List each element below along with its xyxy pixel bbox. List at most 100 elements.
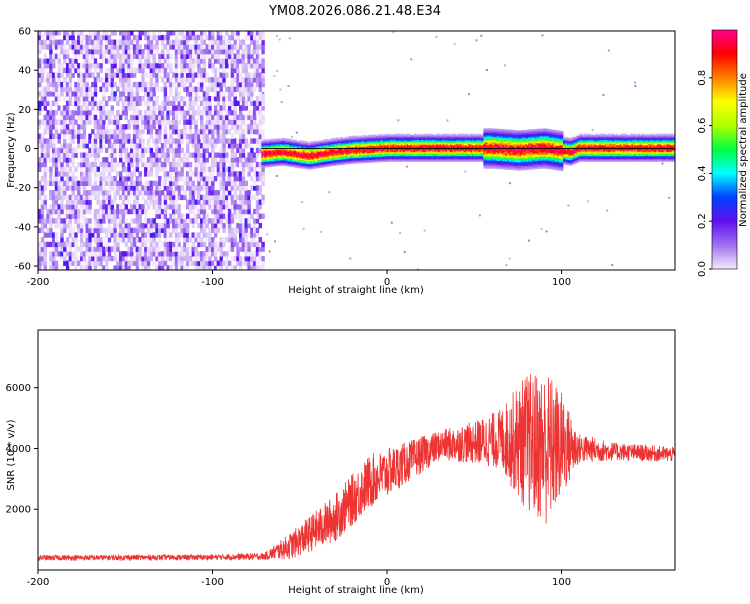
heatmap-cell	[71, 232, 75, 238]
heatmap-cell	[225, 251, 229, 257]
heatmap-cell	[49, 44, 53, 50]
heatmap-cell	[239, 227, 243, 233]
heatmap-cell	[105, 265, 109, 270]
heatmap-cell	[375, 159, 378, 162]
heatmap-cell	[77, 194, 81, 201]
heatmap-cell	[180, 166, 184, 172]
heatmap-cell	[331, 150, 334, 153]
heatmap-cell	[255, 81, 260, 88]
heatmap-cell	[244, 161, 248, 168]
heatmap-cell	[388, 148, 391, 151]
heatmap-cell	[317, 143, 320, 145]
heatmap-cell	[82, 204, 87, 210]
heatmap-cell	[211, 114, 215, 121]
heatmap-cell	[54, 152, 59, 158]
heatmap-cell	[197, 251, 201, 257]
heatmap-cell	[43, 194, 47, 201]
heatmap-cell	[247, 44, 251, 50]
heatmap-cell	[368, 158, 371, 161]
heatmap-cell	[308, 149, 311, 152]
heatmap-cell	[336, 151, 339, 154]
heatmap-cell	[310, 145, 313, 148]
heatmap-cell	[191, 199, 195, 205]
heatmap-cell	[233, 171, 237, 177]
heatmap-cell	[342, 146, 345, 149]
heatmap-cell	[347, 144, 350, 147]
heatmap-cell	[241, 180, 246, 186]
heatmap-cell	[149, 119, 154, 125]
heatmap-cell	[313, 141, 315, 143]
heatmap-cell	[43, 53, 47, 59]
heatmap-cell	[310, 157, 313, 160]
heatmap-cell	[321, 153, 324, 156]
heatmap-cell	[366, 140, 368, 143]
heatmap-cell	[239, 96, 243, 102]
heatmap-cell	[57, 105, 61, 111]
heatmap-cell	[381, 154, 384, 157]
heatmap-cell	[262, 150, 265, 153]
heatmap-cell	[354, 137, 357, 139]
heatmap-cell	[338, 155, 341, 158]
heatmap-cell	[65, 218, 70, 224]
heatmap-cell	[99, 44, 103, 50]
heatmap-cell	[368, 154, 371, 156]
heatmap-cell	[227, 53, 232, 59]
heatmap-cell	[194, 190, 198, 196]
heatmap-cell	[247, 157, 251, 163]
heatmap-cell	[177, 138, 181, 144]
heatmap-cell	[71, 260, 75, 266]
heatmap-cell	[46, 227, 50, 233]
heatmap-cell	[160, 152, 165, 158]
heatmap-cell	[359, 154, 361, 157]
heatmap-cell	[363, 155, 366, 158]
heatmap-cell	[219, 31, 223, 36]
heatmap-cell	[300, 144, 303, 147]
heatmap-cell	[327, 143, 329, 145]
heatmap-cell	[236, 255, 240, 262]
heatmap-cell	[146, 204, 151, 210]
heatmap-cell	[336, 137, 339, 140]
heatmap-cell	[219, 39, 223, 45]
heatmap-cell	[244, 44, 248, 50]
heatmap-cell	[230, 185, 235, 191]
heatmap-cell	[261, 105, 265, 111]
heatmap-cell	[79, 81, 84, 88]
heatmap-cell	[236, 100, 240, 106]
heatmap-cell	[347, 161, 350, 163]
heatmap-cell	[113, 246, 117, 252]
heatmap-cell	[146, 260, 151, 266]
heatmap-cell	[99, 227, 103, 233]
heatmap-cell	[328, 148, 331, 151]
heatmap-cell	[335, 151, 338, 154]
heatmap-cell	[186, 138, 190, 144]
heatmap-cell	[634, 85, 637, 88]
heatmap-cell	[310, 160, 313, 163]
heatmap-cell	[341, 138, 343, 141]
heatmap-cell	[225, 119, 229, 125]
heatmap-cell	[292, 161, 294, 164]
heatmap-cell	[158, 227, 162, 233]
heatmap-cell	[163, 86, 168, 92]
heatmap-cell	[52, 218, 56, 224]
heatmap-cell	[467, 93, 470, 96]
heatmap-cell	[211, 157, 215, 163]
heatmap-cell	[374, 142, 377, 145]
heatmap-cell	[213, 110, 218, 116]
heatmap-cell	[152, 53, 156, 59]
heatmap-cell	[105, 176, 109, 182]
heatmap-cell	[158, 67, 162, 74]
heatmap-cell	[370, 155, 373, 158]
heatmap-cell	[177, 232, 181, 238]
heatmap-cell	[211, 31, 215, 36]
heatmap-cell	[79, 91, 84, 97]
heatmap-cell	[320, 160, 322, 163]
heatmap-cell	[345, 153, 348, 155]
heatmap-cell	[113, 213, 117, 219]
heatmap-cell	[345, 154, 348, 157]
heatmap-cell	[264, 154, 267, 157]
heatmap-cell	[325, 141, 328, 144]
heatmap-cell	[213, 194, 218, 201]
heatmap-cell	[93, 194, 98, 201]
heatmap-cell	[177, 237, 181, 243]
heatmap-cell	[239, 105, 243, 111]
